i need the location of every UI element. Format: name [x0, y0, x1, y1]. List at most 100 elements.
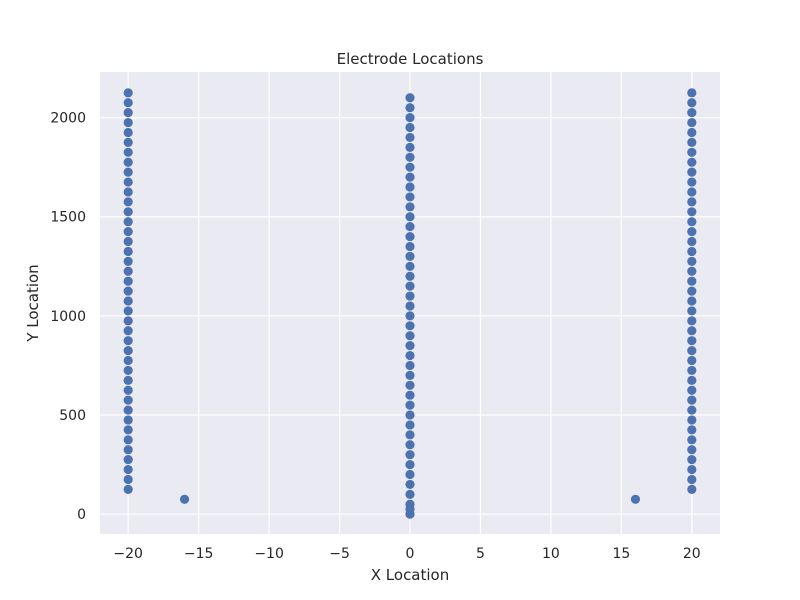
x-tick-label: −5: [329, 546, 350, 562]
data-point: [123, 464, 133, 475]
data-point: [687, 117, 697, 128]
data-point: [687, 256, 697, 266]
data-point: [405, 212, 415, 222]
data-point: [123, 445, 133, 455]
data-point: [123, 88, 133, 98]
data-point: [630, 494, 641, 504]
x-tick-label: −15: [184, 546, 214, 562]
data-point: [687, 157, 697, 167]
data-point: [123, 326, 133, 336]
data-point: [405, 172, 415, 182]
data-point: [123, 246, 133, 257]
y-tick-label: 1500: [50, 210, 86, 226]
data-point: [405, 341, 415, 351]
data-point: [687, 316, 697, 326]
data-point: [687, 147, 697, 157]
data-point: [405, 93, 415, 103]
data-point: [687, 236, 697, 247]
x-tick-label: 0: [406, 546, 415, 562]
data-point: [687, 108, 697, 118]
data-point: [405, 331, 415, 341]
y-tick-label: 0: [77, 507, 86, 523]
data-point: [405, 390, 415, 400]
data-point: [405, 360, 415, 371]
data-point: [179, 494, 190, 504]
data-point: [123, 108, 133, 118]
data-point: [123, 385, 133, 395]
data-point: [123, 256, 133, 266]
data-point: [405, 271, 415, 281]
data-point: [123, 435, 133, 445]
data-point: [687, 484, 697, 494]
data-point: [123, 276, 133, 286]
data-point: [687, 197, 697, 207]
data-point: [405, 132, 415, 143]
data-point: [405, 410, 415, 420]
data-point: [123, 375, 133, 385]
data-point: [405, 460, 415, 470]
data-point: [123, 236, 133, 247]
data-point: [123, 336, 133, 346]
data-point: [687, 336, 697, 346]
data-point: [405, 420, 415, 430]
x-tick-label: −10: [254, 546, 284, 562]
data-point: [405, 113, 415, 123]
data-point: [687, 246, 697, 257]
data-points: [123, 88, 697, 519]
data-point: [123, 425, 133, 435]
data-point: [687, 455, 697, 465]
data-point: [405, 192, 415, 202]
data-point: [687, 464, 697, 475]
data-point: [123, 167, 133, 177]
data-point: [405, 231, 415, 242]
data-point: [405, 489, 415, 499]
data-point: [405, 103, 415, 113]
data-point: [405, 222, 415, 232]
data-point: [687, 375, 697, 385]
data-point: [405, 350, 415, 361]
data-point: [123, 306, 133, 316]
data-point: [123, 157, 133, 167]
data-point: [405, 301, 415, 311]
data-point: [405, 400, 415, 410]
data-point: [123, 127, 133, 138]
data-point: [687, 435, 697, 445]
data-point: [405, 202, 415, 212]
y-axis-label: Y Location: [24, 264, 42, 342]
x-tick-label: 15: [612, 546, 630, 562]
data-point: [123, 147, 133, 157]
data-point: [123, 316, 133, 326]
data-point: [123, 474, 133, 485]
data-point: [123, 117, 133, 128]
data-point: [123, 345, 133, 356]
data-point: [405, 152, 415, 162]
data-point: [687, 296, 697, 306]
x-tick-labels: −20 −15 −10 −5 0 5 10 15 20: [113, 546, 700, 562]
data-point: [405, 251, 415, 262]
data-point: [687, 167, 697, 177]
data-point: [687, 326, 697, 336]
data-point: [687, 306, 697, 316]
data-point: [123, 484, 133, 494]
data-point: [687, 415, 697, 425]
data-point: [123, 177, 133, 187]
data-point: [405, 182, 415, 192]
data-point: [123, 415, 133, 425]
data-point: [123, 217, 133, 227]
data-point: [123, 296, 133, 306]
data-point: [123, 207, 133, 217]
data-point: [687, 345, 697, 356]
data-point: [687, 137, 697, 147]
data-point: [123, 98, 133, 108]
data-point: [123, 227, 133, 237]
data-point: [123, 355, 133, 366]
data-point: [687, 286, 697, 296]
data-point: [687, 187, 697, 197]
chart-title: Electrode Locations: [337, 50, 484, 68]
data-point: [123, 365, 133, 376]
data-point: [405, 122, 415, 133]
data-point: [687, 227, 697, 237]
data-point: [405, 450, 415, 460]
